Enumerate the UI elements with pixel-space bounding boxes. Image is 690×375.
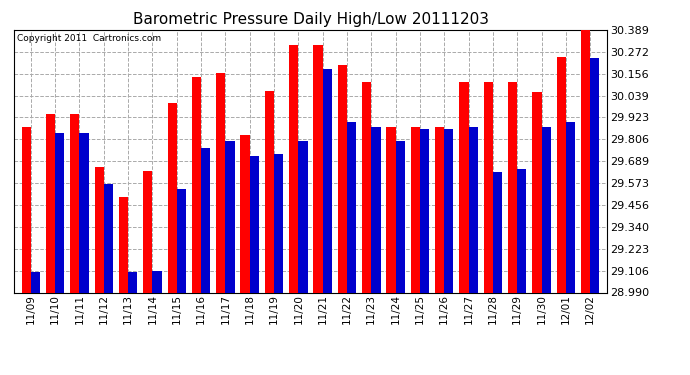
- Bar: [460, 82, 469, 292]
- Bar: [55, 133, 64, 292]
- Bar: [566, 122, 575, 292]
- Bar: [469, 128, 477, 292]
- Bar: [313, 45, 323, 292]
- Bar: [46, 114, 55, 292]
- Bar: [493, 172, 502, 292]
- Bar: [240, 135, 250, 292]
- Bar: [201, 148, 210, 292]
- Text: Copyright 2011  Cartronics.com: Copyright 2011 Cartronics.com: [17, 34, 161, 43]
- Bar: [31, 272, 40, 292]
- Bar: [95, 167, 103, 292]
- Bar: [581, 30, 590, 292]
- Bar: [152, 271, 161, 292]
- Bar: [216, 73, 226, 292]
- Bar: [395, 141, 405, 292]
- Bar: [128, 272, 137, 292]
- Bar: [79, 133, 89, 292]
- Bar: [265, 91, 274, 292]
- Bar: [226, 141, 235, 292]
- Title: Barometric Pressure Daily High/Low 20111203: Barometric Pressure Daily High/Low 20111…: [132, 12, 489, 27]
- Bar: [362, 82, 371, 292]
- Bar: [484, 82, 493, 292]
- Bar: [532, 92, 542, 292]
- Bar: [386, 128, 395, 292]
- Bar: [250, 156, 259, 292]
- Bar: [420, 129, 429, 292]
- Bar: [70, 114, 79, 292]
- Bar: [119, 197, 128, 292]
- Bar: [192, 77, 201, 292]
- Bar: [274, 154, 284, 292]
- Bar: [144, 171, 152, 292]
- Bar: [168, 103, 177, 292]
- Bar: [298, 141, 308, 292]
- Bar: [21, 128, 31, 292]
- Bar: [557, 57, 566, 292]
- Bar: [590, 58, 600, 292]
- Bar: [347, 122, 356, 292]
- Bar: [508, 82, 518, 292]
- Bar: [104, 184, 113, 292]
- Bar: [518, 169, 526, 292]
- Bar: [444, 129, 453, 292]
- Bar: [542, 128, 551, 292]
- Bar: [337, 66, 347, 292]
- Bar: [323, 69, 332, 292]
- Bar: [289, 45, 298, 292]
- Bar: [371, 128, 381, 292]
- Bar: [435, 128, 444, 292]
- Bar: [411, 128, 420, 292]
- Bar: [177, 189, 186, 292]
